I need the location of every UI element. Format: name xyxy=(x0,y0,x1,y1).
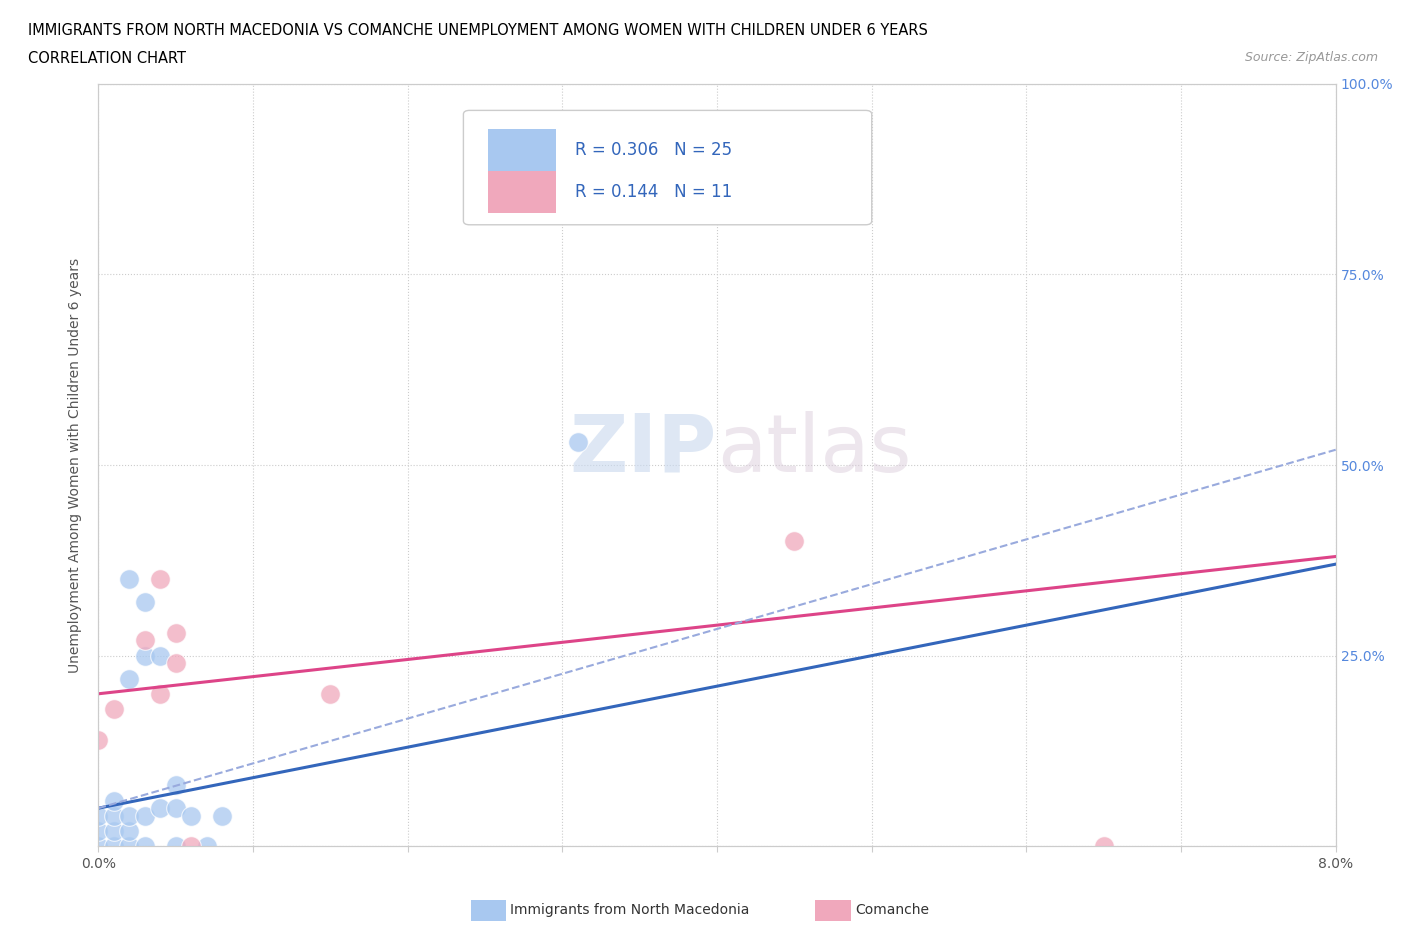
Point xyxy=(1092,839,1115,854)
Point xyxy=(103,793,125,808)
Y-axis label: Unemployment Among Women with Children Under 6 years: Unemployment Among Women with Children U… xyxy=(69,258,83,672)
Point xyxy=(783,534,806,549)
Text: Immigrants from North Macedonia: Immigrants from North Macedonia xyxy=(510,903,749,918)
Text: ZIP: ZIP xyxy=(569,411,717,489)
Point xyxy=(165,839,187,854)
Point xyxy=(195,839,218,854)
Point xyxy=(149,686,172,701)
Point xyxy=(87,839,110,854)
Point xyxy=(103,824,125,839)
Text: R = 0.306   N = 25: R = 0.306 N = 25 xyxy=(575,141,733,159)
Point xyxy=(87,732,110,747)
Point xyxy=(567,434,589,449)
Point xyxy=(165,656,187,671)
Point xyxy=(165,777,187,792)
Point xyxy=(118,839,141,854)
Point xyxy=(180,839,202,854)
Point xyxy=(149,801,172,816)
Point xyxy=(118,808,141,823)
FancyBboxPatch shape xyxy=(488,129,557,171)
Point xyxy=(103,839,125,854)
Text: IMMIGRANTS FROM NORTH MACEDONIA VS COMANCHE UNEMPLOYMENT AMONG WOMEN WITH CHILDR: IMMIGRANTS FROM NORTH MACEDONIA VS COMAN… xyxy=(28,23,928,38)
Point xyxy=(134,595,156,610)
Point xyxy=(149,648,172,663)
Point xyxy=(211,808,233,823)
Text: CORRELATION CHART: CORRELATION CHART xyxy=(28,51,186,66)
Text: R = 0.144   N = 11: R = 0.144 N = 11 xyxy=(575,183,733,201)
Point xyxy=(134,808,156,823)
Point xyxy=(319,686,342,701)
FancyBboxPatch shape xyxy=(464,111,872,225)
Point xyxy=(103,701,125,716)
Point xyxy=(165,801,187,816)
Point xyxy=(134,633,156,648)
Point xyxy=(149,572,172,587)
Point xyxy=(180,808,202,823)
Text: Comanche: Comanche xyxy=(855,903,929,918)
Point xyxy=(134,648,156,663)
Point xyxy=(118,824,141,839)
Point xyxy=(118,572,141,587)
Point xyxy=(165,625,187,640)
Point xyxy=(87,824,110,839)
Point xyxy=(134,839,156,854)
Text: Source: ZipAtlas.com: Source: ZipAtlas.com xyxy=(1244,51,1378,64)
Text: atlas: atlas xyxy=(717,411,911,489)
Point xyxy=(87,808,110,823)
Point xyxy=(118,671,141,686)
FancyBboxPatch shape xyxy=(488,171,557,213)
Point xyxy=(103,808,125,823)
